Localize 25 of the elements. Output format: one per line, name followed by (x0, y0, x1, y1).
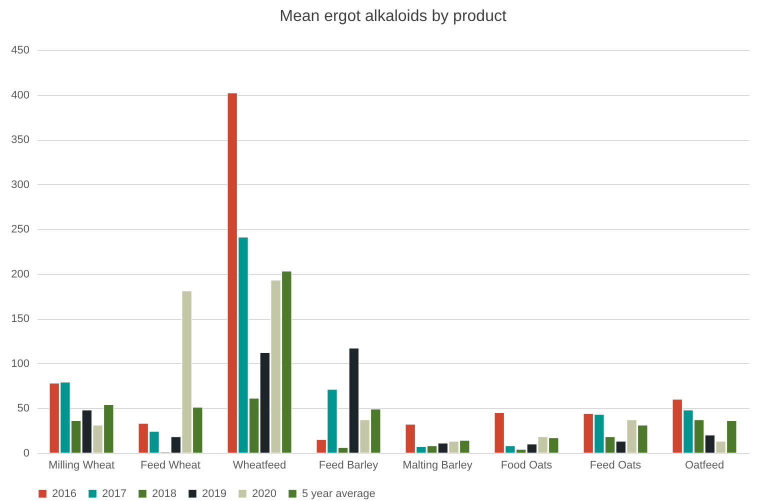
x-tick-label: Feed Barley (318, 460, 379, 472)
legend-label: 2017 (102, 488, 126, 500)
x-tick-label: Food Oats (500, 460, 553, 472)
legend-label: 2019 (202, 488, 226, 500)
x-tick-label: Milling Wheat (48, 460, 115, 472)
y-tick-label: 50 (17, 402, 30, 415)
y-tick-label: 350 (11, 134, 30, 146)
y-tick-label: 150 (11, 313, 30, 326)
y-tick-label: 200 (11, 268, 30, 280)
x-tick-label: Feed Oats (590, 460, 642, 472)
legend-label: 5 year average (302, 488, 376, 500)
legend-label: 2020 (252, 488, 276, 500)
y-tick-label: 100 (11, 358, 30, 370)
x-tick-label: Feed Wheat (140, 460, 200, 472)
legend-label: 2016 (52, 488, 76, 500)
x-tick-label: Wheatfeed (232, 460, 286, 472)
y-tick-label: 0 (23, 448, 30, 460)
y-tick-label: 250 (11, 224, 30, 236)
y-tick-label: 400 (11, 89, 30, 102)
chart-title: Mean ergot alkaloids by product (280, 8, 507, 25)
x-tick-label: Oatfeed (684, 460, 724, 472)
y-tick-label: 450 (11, 44, 30, 56)
x-tick-label: Malting Barley (402, 460, 473, 472)
legend-label: 2018 (152, 488, 176, 500)
y-tick-label: 300 (11, 178, 30, 191)
